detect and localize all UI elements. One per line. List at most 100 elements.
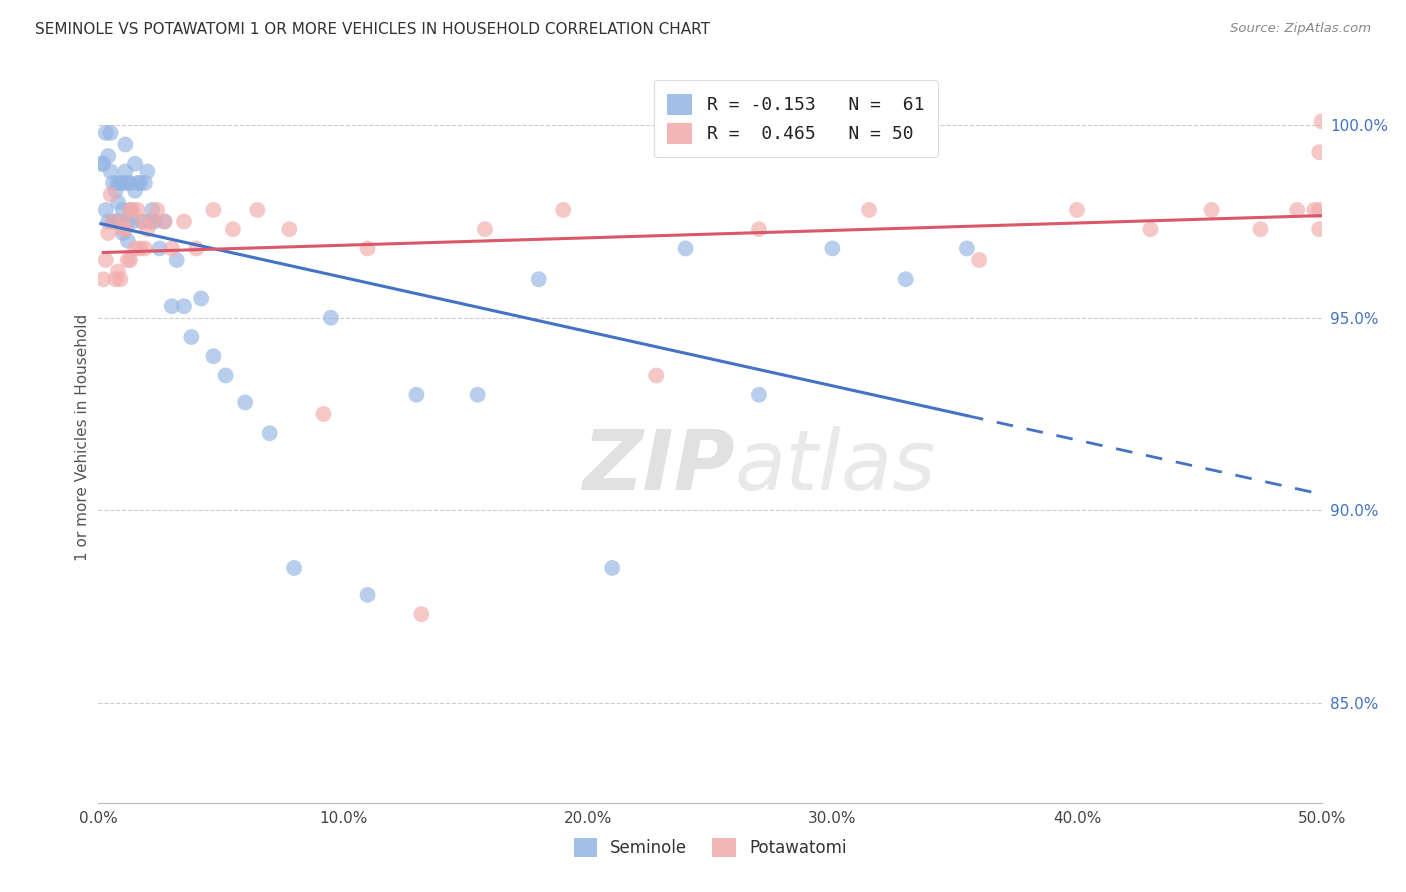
Point bbox=[233, 395, 256, 409]
Point bbox=[405, 388, 427, 402]
Point bbox=[111, 214, 134, 228]
Point bbox=[474, 222, 496, 236]
Point bbox=[121, 214, 143, 228]
Point bbox=[166, 252, 188, 267]
Point bbox=[136, 222, 159, 236]
Point bbox=[94, 202, 117, 217]
Legend: Seminole, Potawatomi: Seminole, Potawatomi bbox=[567, 831, 853, 864]
Point bbox=[131, 214, 153, 228]
Point bbox=[222, 222, 245, 236]
Point bbox=[149, 242, 172, 256]
Point bbox=[110, 176, 132, 190]
Point bbox=[858, 202, 880, 217]
Point bbox=[1286, 202, 1309, 217]
Point bbox=[107, 195, 129, 210]
Point bbox=[111, 222, 134, 236]
Point bbox=[821, 242, 844, 256]
Point bbox=[748, 388, 770, 402]
Point bbox=[129, 176, 152, 190]
Point bbox=[124, 184, 146, 198]
Point bbox=[104, 272, 127, 286]
Point bbox=[90, 157, 112, 171]
Point bbox=[107, 176, 129, 190]
Point bbox=[1201, 202, 1223, 217]
Point bbox=[411, 607, 433, 622]
Point bbox=[110, 214, 132, 228]
Point bbox=[141, 202, 163, 217]
Point bbox=[186, 242, 208, 256]
Point bbox=[107, 214, 129, 228]
Y-axis label: 1 or more Vehicles in Household: 1 or more Vehicles in Household bbox=[75, 313, 90, 561]
Point bbox=[467, 388, 489, 402]
Point bbox=[153, 214, 176, 228]
Text: SEMINOLE VS POTAWATOMI 1 OR MORE VEHICLES IN HOUSEHOLD CORRELATION CHART: SEMINOLE VS POTAWATOMI 1 OR MORE VEHICLE… bbox=[35, 22, 710, 37]
Point bbox=[259, 426, 281, 441]
Point bbox=[111, 176, 134, 190]
Point bbox=[553, 202, 575, 217]
Point bbox=[319, 310, 342, 325]
Point bbox=[675, 242, 697, 256]
Point bbox=[111, 226, 134, 240]
Point bbox=[91, 272, 114, 286]
Point bbox=[356, 588, 378, 602]
Point bbox=[114, 222, 136, 236]
Point bbox=[91, 157, 114, 171]
Point bbox=[160, 299, 183, 313]
Point bbox=[110, 272, 132, 286]
Point bbox=[136, 164, 159, 178]
Point bbox=[117, 252, 139, 267]
Point bbox=[107, 264, 129, 278]
Point bbox=[894, 272, 917, 286]
Point bbox=[100, 164, 122, 178]
Point bbox=[1139, 222, 1161, 236]
Point bbox=[101, 176, 124, 190]
Point bbox=[143, 214, 166, 228]
Point bbox=[1066, 202, 1088, 217]
Point bbox=[117, 234, 139, 248]
Point bbox=[120, 202, 142, 217]
Point bbox=[1310, 114, 1333, 128]
Point bbox=[129, 242, 152, 256]
Point bbox=[600, 561, 623, 575]
Point bbox=[131, 214, 153, 228]
Point bbox=[146, 202, 169, 217]
Point bbox=[101, 214, 124, 228]
Point bbox=[120, 202, 142, 217]
Point bbox=[104, 214, 127, 228]
Point bbox=[1249, 222, 1271, 236]
Point bbox=[967, 252, 990, 267]
Point bbox=[748, 222, 770, 236]
Point bbox=[117, 214, 139, 228]
Text: Source: ZipAtlas.com: Source: ZipAtlas.com bbox=[1230, 22, 1371, 36]
Point bbox=[202, 349, 225, 363]
Point bbox=[278, 222, 301, 236]
Point bbox=[100, 187, 122, 202]
Point bbox=[141, 214, 163, 228]
Point bbox=[139, 214, 162, 228]
Point bbox=[202, 202, 225, 217]
Point bbox=[173, 299, 195, 313]
Point bbox=[124, 157, 146, 171]
Point bbox=[1303, 202, 1326, 217]
Point bbox=[114, 137, 136, 152]
Text: atlas: atlas bbox=[734, 425, 936, 507]
Point bbox=[645, 368, 668, 383]
Point bbox=[160, 242, 183, 256]
Point bbox=[153, 214, 176, 228]
Point bbox=[100, 126, 122, 140]
Point bbox=[114, 164, 136, 178]
Point bbox=[312, 407, 335, 421]
Point bbox=[97, 226, 120, 240]
Point bbox=[956, 242, 979, 256]
Point bbox=[356, 242, 378, 256]
Text: ZIP: ZIP bbox=[582, 425, 734, 507]
Point bbox=[97, 214, 120, 228]
Point bbox=[214, 368, 236, 383]
Point bbox=[101, 214, 124, 228]
Point bbox=[1308, 202, 1330, 217]
Point bbox=[120, 252, 142, 267]
Point bbox=[111, 202, 134, 217]
Point bbox=[117, 176, 139, 190]
Point bbox=[1308, 222, 1330, 236]
Point bbox=[527, 272, 550, 286]
